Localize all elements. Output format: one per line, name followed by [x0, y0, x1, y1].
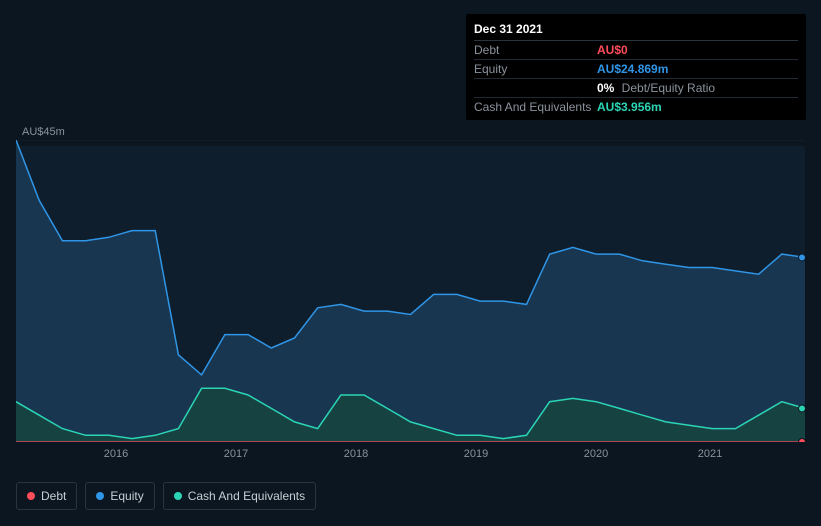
tooltip-row: Cash And EquivalentsAU$3.956m	[474, 98, 798, 116]
x-axis-label: 2019	[464, 448, 488, 460]
x-axis-label: 2016	[104, 448, 128, 460]
chart-tooltip: Dec 31 2021 DebtAU$0EquityAU$24.869m0% D…	[466, 14, 806, 120]
chart-area	[16, 140, 805, 442]
tooltip-row: 0% Debt/Equity Ratio	[474, 79, 798, 98]
tooltip-label: Debt	[474, 43, 597, 57]
legend-label: Debt	[41, 489, 66, 503]
legend: Debt Equity Cash And Equivalents	[16, 482, 316, 510]
x-axis-label: 2021	[698, 448, 722, 460]
tooltip-label	[474, 81, 597, 95]
legend-dot-icon	[27, 492, 35, 500]
tooltip-label: Cash And Equivalents	[474, 100, 597, 114]
tooltip-value: AU$0	[597, 43, 628, 57]
x-axis: 2016 2017 2018 2019 2020 2021	[16, 448, 805, 464]
tooltip-label: Equity	[474, 62, 597, 76]
legend-dot-icon	[174, 492, 182, 500]
x-axis-label: 2017	[224, 448, 248, 460]
tooltip-extra: Debt/Equity Ratio	[618, 81, 715, 95]
legend-item[interactable]: Cash And Equivalents	[163, 482, 316, 510]
tooltip-value: AU$3.956m	[597, 100, 662, 114]
tooltip-date: Dec 31 2021	[474, 18, 798, 41]
tooltip-value: 0% Debt/Equity Ratio	[597, 81, 715, 95]
x-axis-label: 2018	[344, 448, 368, 460]
x-axis-label: 2020	[584, 448, 608, 460]
area-chart-svg	[16, 140, 805, 442]
legend-dot-icon	[96, 492, 104, 500]
y-axis-label: AU$45m	[22, 126, 65, 138]
tooltip-row: EquityAU$24.869m	[474, 60, 798, 79]
legend-label: Cash And Equivalents	[188, 489, 305, 503]
legend-item[interactable]: Equity	[85, 482, 154, 510]
tooltip-value: AU$24.869m	[597, 62, 668, 76]
legend-item[interactable]: Debt	[16, 482, 77, 510]
legend-label: Equity	[110, 489, 143, 503]
tooltip-row: DebtAU$0	[474, 41, 798, 60]
